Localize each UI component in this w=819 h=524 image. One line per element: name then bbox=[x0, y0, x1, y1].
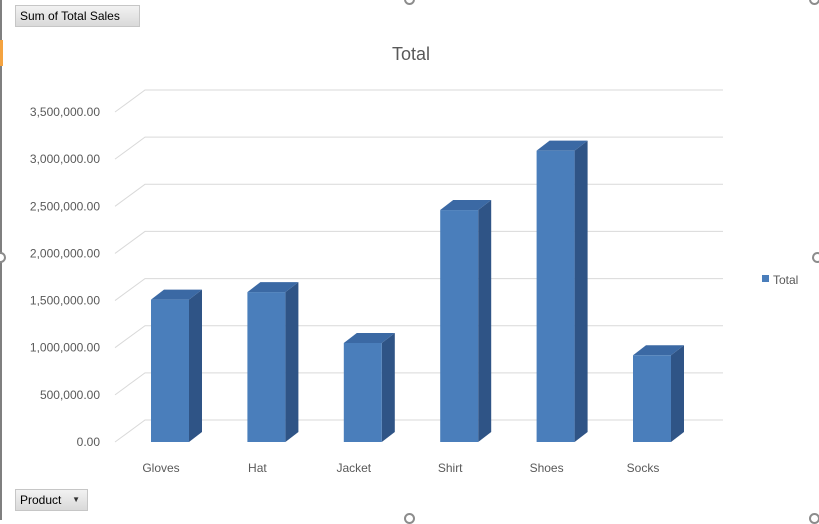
gridline bbox=[114, 230, 723, 254]
bar-side bbox=[574, 140, 588, 442]
gridline bbox=[114, 183, 723, 207]
bar-front bbox=[536, 150, 575, 442]
gridline bbox=[114, 372, 723, 396]
bar-front bbox=[151, 299, 189, 442]
bar-hat[interactable] bbox=[247, 282, 299, 442]
bar-top bbox=[440, 200, 492, 211]
bar-front bbox=[247, 292, 286, 442]
y-tick-label: 2,500,000.00 bbox=[30, 199, 100, 213]
dropdown-arrow-icon: ▼ bbox=[72, 495, 80, 504]
gridlines bbox=[114, 89, 723, 443]
bar-jacket[interactable] bbox=[343, 333, 395, 442]
y-tick-label: 1,000,000.00 bbox=[30, 341, 100, 355]
bar-side bbox=[478, 200, 492, 442]
category-label: Shoes bbox=[530, 461, 564, 475]
gridline bbox=[114, 325, 723, 349]
resize-handle-right[interactable] bbox=[812, 252, 819, 263]
bar-top bbox=[247, 282, 299, 293]
bar-top bbox=[633, 345, 684, 356]
legend[interactable]: Total bbox=[762, 273, 798, 287]
resize-handle-left[interactable] bbox=[0, 252, 6, 263]
category-label: Gloves bbox=[142, 461, 179, 475]
bar-side bbox=[189, 289, 202, 442]
category-label: Hat bbox=[248, 461, 267, 475]
resize-handle-top[interactable] bbox=[404, 0, 415, 5]
bar-socks[interactable] bbox=[633, 345, 684, 442]
gridline bbox=[114, 278, 723, 301]
bar-shirt[interactable] bbox=[440, 200, 492, 442]
category-label: Shirt bbox=[438, 461, 463, 475]
cell-selection-marker bbox=[0, 40, 3, 66]
bar-side bbox=[285, 282, 299, 442]
y-tick-label: 0.00 bbox=[77, 435, 101, 449]
row-field-label: Product bbox=[20, 493, 62, 507]
y-tick-label: 1,500,000.00 bbox=[30, 294, 100, 308]
gridline bbox=[114, 89, 723, 113]
y-axis-ticks: 0.00 500,000.00 1,000,000.00 1,500,000.00 2,… bbox=[30, 105, 100, 449]
bar-gloves[interactable] bbox=[151, 289, 202, 442]
legend-entry-total: Total bbox=[773, 273, 798, 287]
bars bbox=[151, 140, 684, 442]
resize-handle-bottom[interactable] bbox=[404, 513, 415, 524]
bar-top bbox=[151, 289, 202, 300]
bar-side bbox=[381, 333, 395, 442]
x-axis-categories: Gloves Hat Jacket Shirt Shoes Socks bbox=[142, 461, 659, 475]
bar-side bbox=[671, 345, 684, 442]
y-tick-label: 3,500,000.00 bbox=[30, 105, 100, 119]
gridline bbox=[114, 419, 723, 443]
row-field-button[interactable]: Product ▼ bbox=[15, 489, 88, 511]
value-field-button[interactable]: Sum of Total Sales bbox=[15, 5, 140, 27]
bar-front bbox=[440, 210, 479, 442]
legend-swatch bbox=[762, 275, 769, 282]
y-tick-label: 500,000.00 bbox=[40, 388, 100, 402]
gridline bbox=[114, 136, 723, 160]
y-tick-label: 2,000,000.00 bbox=[30, 246, 100, 260]
bar-top bbox=[536, 140, 588, 151]
category-label: Socks bbox=[627, 461, 660, 475]
value-field-label: Sum of Total Sales bbox=[20, 9, 120, 23]
chart-title[interactable]: Total bbox=[392, 44, 430, 64]
bar-front bbox=[633, 355, 671, 442]
bar-top bbox=[343, 333, 395, 343]
y-tick-label: 3,000,000.00 bbox=[30, 152, 100, 166]
bar-front bbox=[343, 343, 382, 442]
bar-shoes[interactable] bbox=[536, 140, 588, 442]
resize-handle-bottom-right[interactable] bbox=[809, 513, 819, 524]
category-label: Jacket bbox=[336, 461, 371, 475]
